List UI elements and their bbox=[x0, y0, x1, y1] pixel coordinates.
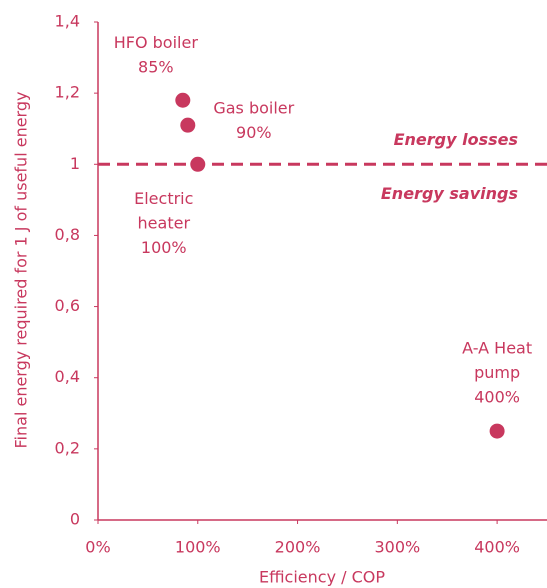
x-tick-label: 400% bbox=[474, 538, 520, 557]
point-label: heater bbox=[138, 213, 191, 232]
point-label: Gas boiler bbox=[213, 99, 294, 118]
annotation: Energy losses bbox=[394, 130, 518, 149]
y-tick-label: 1,2 bbox=[55, 83, 80, 102]
x-tick-label: 0% bbox=[85, 538, 110, 557]
point bbox=[190, 156, 206, 172]
point-label: 90% bbox=[236, 123, 272, 142]
annotation: Energy savings bbox=[381, 184, 518, 203]
y-tick-label: 0,2 bbox=[55, 438, 80, 457]
x-tick-label: 200% bbox=[275, 538, 321, 557]
point bbox=[180, 117, 196, 133]
point-label: HFO boiler bbox=[114, 33, 199, 52]
point-label: Electric bbox=[134, 189, 193, 208]
y-tick-label: 0 bbox=[70, 510, 80, 529]
point-label: A-A Heat bbox=[462, 339, 532, 358]
x-tick-label: 300% bbox=[374, 538, 420, 557]
point-label: 85% bbox=[138, 57, 174, 76]
y-axis-title: Final energy required for 1 J of useful … bbox=[12, 92, 31, 449]
y-tick-label: 1,4 bbox=[55, 12, 80, 31]
point bbox=[489, 423, 505, 439]
point-label: 100% bbox=[141, 238, 187, 257]
point-label: pump bbox=[474, 363, 520, 382]
y-tick-label: 1 bbox=[70, 154, 80, 173]
point-label: 400% bbox=[474, 388, 520, 407]
x-tick-label: 100% bbox=[175, 538, 221, 557]
y-tick-label: 0,8 bbox=[55, 225, 80, 244]
y-tick-label: 0,6 bbox=[55, 296, 80, 315]
x-axis-title: Efficiency / COP bbox=[259, 568, 385, 587]
y-tick-label: 0,4 bbox=[55, 367, 80, 386]
point bbox=[175, 92, 191, 108]
